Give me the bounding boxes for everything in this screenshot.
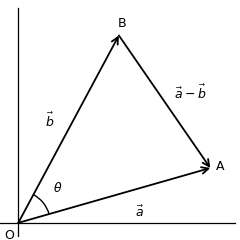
Text: $\vec{b}$: $\vec{b}$ (45, 112, 54, 130)
Text: $\vec{a}$: $\vec{a}$ (135, 204, 144, 220)
Text: A: A (216, 160, 224, 173)
Text: O: O (4, 228, 14, 240)
Text: $\vec{a}-\vec{b}$: $\vec{a}-\vec{b}$ (174, 84, 206, 102)
Text: $\theta$: $\theta$ (53, 181, 62, 195)
Text: B: B (118, 17, 126, 30)
